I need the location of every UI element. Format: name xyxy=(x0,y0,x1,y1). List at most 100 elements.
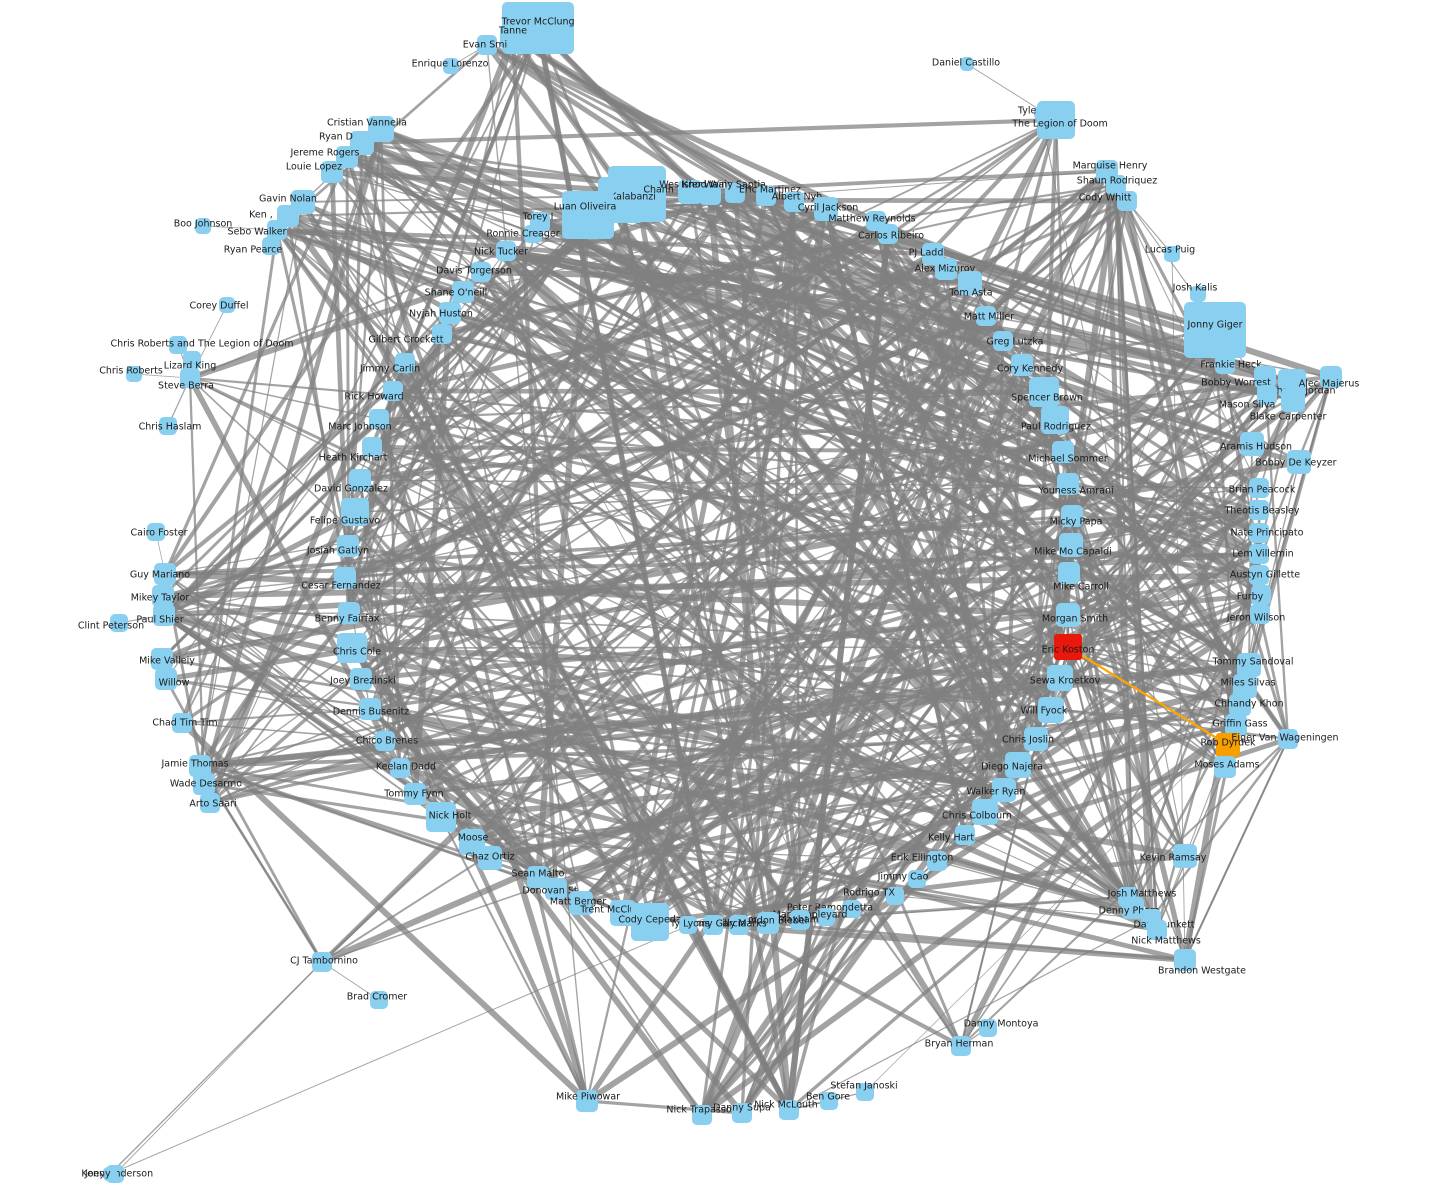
graph-node[interactable] xyxy=(1251,585,1271,605)
graph-node[interactable] xyxy=(395,353,415,373)
graph-node[interactable] xyxy=(183,351,201,369)
graph-node[interactable] xyxy=(1047,665,1073,691)
graph-node[interactable] xyxy=(1215,354,1235,374)
graph-node[interactable] xyxy=(878,224,898,244)
graph-node[interactable] xyxy=(927,851,947,871)
graph-node[interactable] xyxy=(843,900,861,918)
graph-node[interactable] xyxy=(478,846,502,870)
graph-node[interactable] xyxy=(195,218,211,234)
graph-node[interactable] xyxy=(500,25,526,49)
graph-node[interactable] xyxy=(1240,432,1264,456)
graph-node[interactable] xyxy=(341,498,369,526)
graph-node[interactable] xyxy=(153,604,175,626)
graph-node[interactable] xyxy=(1057,473,1079,495)
graph-node[interactable] xyxy=(321,161,343,183)
graph-node[interactable] xyxy=(1190,286,1206,302)
graph-node[interactable] xyxy=(1249,565,1269,585)
graph-node[interactable] xyxy=(951,1036,971,1056)
graph-node[interactable] xyxy=(1278,729,1298,749)
graph-node[interactable] xyxy=(1225,714,1247,736)
graph-node[interactable] xyxy=(631,903,669,941)
graph-node[interactable] xyxy=(439,302,461,324)
graph-node[interactable] xyxy=(172,713,192,733)
graph-node[interactable] xyxy=(337,535,359,557)
graph-node[interactable] xyxy=(692,1105,712,1125)
graph-node[interactable] xyxy=(679,916,697,934)
graph-node[interactable] xyxy=(955,825,975,845)
graph-node[interactable] xyxy=(817,908,835,926)
graph-node[interactable] xyxy=(155,668,177,690)
graph-node[interactable] xyxy=(527,866,549,888)
graph-node[interactable] xyxy=(151,648,173,670)
graph-node[interactable] xyxy=(443,58,459,74)
graph-node[interactable] xyxy=(1037,101,1075,139)
graph-node[interactable] xyxy=(1106,175,1126,195)
graph-node[interactable] xyxy=(908,870,926,888)
graph-node[interactable] xyxy=(979,1019,997,1037)
graph-node[interactable] xyxy=(1257,385,1277,405)
graph-node[interactable] xyxy=(1184,302,1246,358)
graph-node[interactable] xyxy=(562,191,614,239)
graph-node[interactable] xyxy=(960,57,974,71)
graph-node[interactable] xyxy=(779,1100,799,1120)
graph-node[interactable] xyxy=(1229,694,1251,716)
graph-node[interactable] xyxy=(814,197,838,221)
graph-node[interactable] xyxy=(193,773,215,795)
graph-node[interactable] xyxy=(337,633,367,663)
graph-node[interactable] xyxy=(126,366,142,382)
graph-node[interactable] xyxy=(267,220,287,240)
graph-node[interactable] xyxy=(1029,377,1059,407)
graph-node[interactable] xyxy=(725,183,745,203)
graph-node[interactable] xyxy=(1024,727,1048,751)
graph-node[interactable] xyxy=(180,368,200,388)
graph-node[interactable] xyxy=(1011,354,1033,376)
graph-node[interactable] xyxy=(757,912,779,934)
graph-node[interactable] xyxy=(1005,752,1031,778)
graph-node[interactable] xyxy=(992,778,1016,802)
graph-node[interactable] xyxy=(886,887,904,905)
graph-node[interactable] xyxy=(471,262,491,282)
graph-node[interactable] xyxy=(1254,366,1276,388)
graph-node[interactable] xyxy=(200,793,220,813)
graph-node[interactable] xyxy=(369,409,389,429)
graph-node[interactable] xyxy=(1214,756,1236,778)
graph-node[interactable] xyxy=(189,755,211,777)
graph-node[interactable] xyxy=(993,331,1013,351)
graph-node[interactable] xyxy=(103,1167,117,1181)
graph-node[interactable] xyxy=(1041,406,1069,434)
graph-node[interactable] xyxy=(1287,450,1311,474)
graph-node[interactable] xyxy=(935,258,957,280)
graph-node[interactable] xyxy=(312,952,332,972)
graph-node[interactable] xyxy=(729,915,749,935)
graph-node[interactable] xyxy=(159,417,177,435)
graph-node[interactable] xyxy=(1058,562,1080,584)
graph-node[interactable] xyxy=(1059,533,1083,557)
graph-node[interactable] xyxy=(1237,653,1261,677)
graph-node[interactable] xyxy=(756,186,776,206)
graph-node[interactable] xyxy=(154,563,176,585)
graph-node[interactable] xyxy=(370,991,388,1009)
graph-node[interactable] xyxy=(452,281,474,303)
graph-node[interactable] xyxy=(1052,441,1074,463)
graph-node[interactable] xyxy=(1281,388,1305,412)
graph-node[interactable] xyxy=(1117,191,1137,211)
graph-node[interactable] xyxy=(790,910,810,930)
graph-node[interactable] xyxy=(1147,920,1167,940)
graph-node[interactable] xyxy=(703,915,723,935)
graph-node[interactable] xyxy=(496,241,516,261)
graph-node[interactable] xyxy=(334,567,356,589)
graph-node[interactable] xyxy=(147,523,165,541)
graph-node[interactable] xyxy=(1173,844,1197,868)
graph-node[interactable] xyxy=(1249,478,1269,498)
graph-node[interactable] xyxy=(426,802,456,832)
graph-node[interactable] xyxy=(362,437,382,457)
graph-node[interactable] xyxy=(383,381,403,401)
graph-node[interactable] xyxy=(110,614,128,632)
graph-node[interactable] xyxy=(432,324,452,344)
graph-node[interactable] xyxy=(1061,505,1083,527)
graph-node[interactable] xyxy=(375,731,395,751)
graph-node[interactable] xyxy=(699,183,721,205)
graph-node[interactable] xyxy=(1174,949,1196,971)
graph-node[interactable] xyxy=(958,271,982,295)
